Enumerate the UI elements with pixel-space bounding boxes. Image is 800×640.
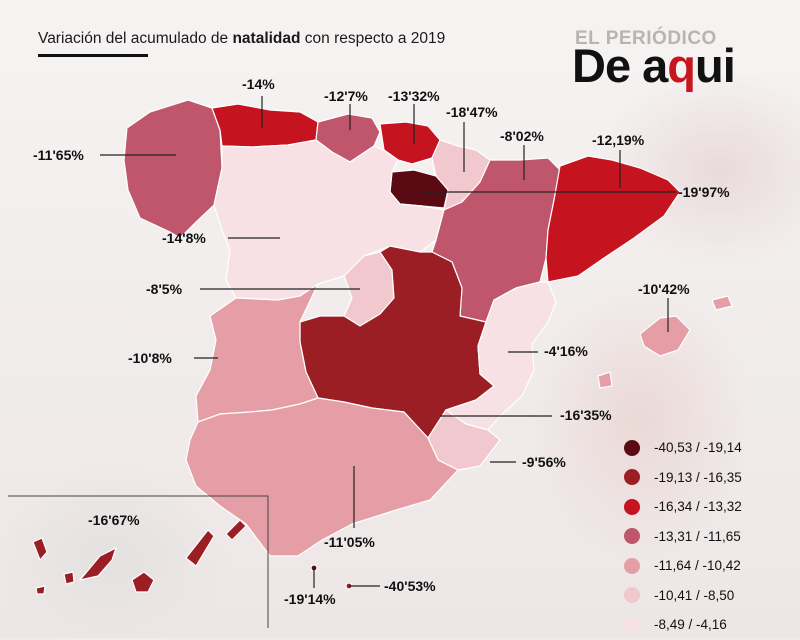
region-canarias-fuerteventura [185, 529, 215, 567]
logo-top-text: EL PERIÓDICO [575, 28, 717, 49]
legend-label: -19,13 / -16,35 [654, 469, 742, 485]
title-underline [38, 54, 148, 57]
label-navarra: -18'47% [446, 104, 498, 120]
label-canarias: -16'67% [88, 512, 140, 528]
label-la-rioja: -19'97% [678, 184, 730, 200]
label-madrid: -8'5% [146, 281, 183, 297]
legend-item: -40,53 / -19,14 [624, 433, 742, 463]
legend-swatch [624, 469, 640, 486]
label-pais-vasco: -13'32% [388, 88, 440, 104]
label-ceuta: -19'14% [284, 591, 336, 607]
legend-label: -40,53 / -19,14 [654, 440, 742, 456]
region-canarias-lanzarote [225, 519, 247, 541]
label-aragon: -8'02% [500, 128, 544, 144]
region-canarias-gomera [63, 571, 75, 585]
legend-swatch [624, 616, 640, 633]
label-baleares: -10'42% [638, 281, 690, 297]
label-cantabria: -12'7% [324, 88, 368, 104]
legend-label: -11,64 / -10,42 [654, 558, 741, 574]
legend-swatch [624, 439, 640, 456]
label-murcia: -9'56% [522, 454, 566, 470]
legend-swatch [624, 557, 640, 574]
label-andalucia: -11'05% [324, 534, 375, 550]
legend-swatch [624, 587, 640, 604]
legend-label: -13,31 / -11,65 [654, 528, 741, 544]
legend-item: -10,41 / -8,50 [624, 581, 742, 611]
region-galicia [123, 99, 223, 239]
logo: De aqui [572, 39, 736, 92]
legend-label: -16,34 / -13,32 [654, 499, 742, 515]
label-castilla-leon: -14'8% [162, 230, 206, 246]
map-title: Variación del acumulado de natalidad con… [38, 30, 446, 47]
region-baleares-ibiza [597, 371, 613, 389]
legend-item: -11,64 / -10,42 [624, 551, 742, 581]
label-melilla: -40'53% [384, 578, 436, 594]
region-canarias-tenerife [79, 547, 117, 581]
label-cataluna: -12,19% [592, 132, 645, 148]
label-asturias: -14% [242, 76, 275, 92]
legend-item: -19,13 / -16,35 [624, 463, 742, 493]
region-canarias-lapalma [32, 537, 48, 561]
legend: -40,53 / -19,14 -19,13 / -16,35 -16,34 /… [624, 433, 742, 640]
label-valencia: -4'16% [544, 343, 588, 359]
legend-label: -8,49 / -4,16 [654, 617, 727, 633]
label-galicia: -11'65% [33, 147, 84, 163]
legend-label: -10,41 / -8,50 [654, 587, 735, 603]
legend-swatch [624, 528, 640, 545]
region-canarias-grancanaria [131, 571, 155, 593]
region-extremadura [195, 283, 319, 423]
canarias-frame [8, 495, 269, 628]
region-asturias [211, 103, 319, 148]
label-castilla-la-mancha: -16'35% [560, 407, 612, 423]
region-andalucia [185, 397, 459, 557]
region-baleares-menorca [711, 295, 733, 311]
region-baleares-mallorca [639, 315, 691, 357]
region-cataluna [545, 155, 681, 283]
label-extremadura: -10'8% [128, 350, 172, 366]
legend-item: -16,34 / -13,32 [624, 492, 742, 522]
legend-swatch [624, 498, 640, 515]
legend-item: -8,49 / -4,16 [624, 610, 742, 640]
region-canarias-hierro [35, 585, 46, 595]
legend-item: -13,31 / -11,65 [624, 522, 742, 552]
